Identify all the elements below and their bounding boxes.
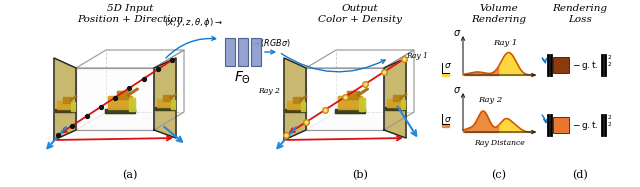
- Text: $^2$: $^2$: [607, 55, 612, 63]
- Polygon shape: [154, 58, 176, 138]
- Polygon shape: [116, 91, 129, 99]
- Polygon shape: [401, 100, 405, 109]
- Polygon shape: [170, 94, 177, 99]
- Polygon shape: [384, 58, 406, 138]
- Polygon shape: [129, 98, 135, 111]
- Polygon shape: [105, 109, 135, 113]
- Text: Output
Color + Density: Output Color + Density: [318, 4, 402, 24]
- Text: Ray 1: Ray 1: [406, 52, 428, 60]
- Text: $F_{\Theta}$: $F_{\Theta}$: [234, 70, 252, 86]
- Bar: [553, 117, 569, 133]
- Text: $_2$: $_2$: [607, 61, 612, 69]
- Polygon shape: [284, 58, 306, 140]
- Text: Ray 2: Ray 2: [258, 87, 280, 95]
- Polygon shape: [285, 109, 305, 112]
- Polygon shape: [287, 101, 303, 109]
- Polygon shape: [335, 109, 365, 113]
- Polygon shape: [442, 73, 449, 76]
- Polygon shape: [127, 88, 139, 96]
- Text: (d): (d): [572, 170, 588, 180]
- Polygon shape: [155, 107, 175, 110]
- Polygon shape: [105, 109, 135, 113]
- Polygon shape: [70, 102, 75, 111]
- Text: Ray 2: Ray 2: [478, 96, 502, 104]
- Polygon shape: [347, 91, 358, 99]
- Text: $(x,y,z,\theta,\phi)\to$: $(x,y,z,\theta,\phi)\to$: [164, 16, 223, 29]
- Polygon shape: [76, 112, 184, 130]
- Polygon shape: [358, 98, 365, 111]
- Polygon shape: [170, 100, 175, 109]
- Text: $_2$: $_2$: [607, 121, 612, 129]
- Polygon shape: [300, 96, 307, 101]
- Polygon shape: [387, 99, 403, 107]
- Polygon shape: [157, 99, 173, 107]
- Polygon shape: [393, 95, 401, 101]
- Text: $\sigma$: $\sigma$: [452, 28, 461, 38]
- Polygon shape: [127, 88, 139, 96]
- Polygon shape: [69, 96, 77, 101]
- Polygon shape: [442, 124, 449, 127]
- Polygon shape: [54, 58, 76, 140]
- Text: 5D Input
Position + Direction: 5D Input Position + Direction: [77, 4, 183, 24]
- Polygon shape: [338, 96, 362, 109]
- Text: (a): (a): [122, 170, 138, 180]
- Polygon shape: [335, 109, 365, 113]
- Polygon shape: [385, 107, 405, 110]
- Text: $^2$: $^2$: [607, 115, 612, 123]
- Polygon shape: [347, 91, 358, 99]
- Polygon shape: [116, 91, 129, 99]
- Text: $\sigma$: $\sigma$: [452, 85, 461, 95]
- Polygon shape: [76, 68, 154, 130]
- Polygon shape: [357, 88, 369, 96]
- Polygon shape: [301, 102, 305, 111]
- Text: Rendering
Loss: Rendering Loss: [552, 4, 607, 24]
- Text: (c): (c): [492, 170, 506, 180]
- Polygon shape: [338, 96, 362, 109]
- Bar: [225, 38, 235, 66]
- Polygon shape: [58, 101, 73, 109]
- Polygon shape: [358, 98, 365, 111]
- Polygon shape: [108, 96, 132, 109]
- Polygon shape: [357, 88, 369, 96]
- Polygon shape: [129, 98, 135, 111]
- Text: Ray Distance: Ray Distance: [474, 139, 524, 147]
- Bar: [553, 57, 569, 73]
- Polygon shape: [55, 109, 75, 112]
- Bar: [251, 38, 261, 66]
- Text: $-\,\mathrm{g.t.}$: $-\,\mathrm{g.t.}$: [572, 119, 598, 131]
- Text: $-\,\mathrm{g.t.}$: $-\,\mathrm{g.t.}$: [572, 59, 598, 71]
- Polygon shape: [78, 70, 152, 128]
- Polygon shape: [308, 70, 382, 128]
- Text: $\sigma$: $\sigma$: [444, 61, 452, 70]
- Polygon shape: [399, 94, 407, 99]
- Text: Volume
Rendering: Volume Rendering: [472, 4, 527, 24]
- Polygon shape: [293, 97, 301, 103]
- Polygon shape: [163, 95, 170, 101]
- Polygon shape: [63, 97, 70, 103]
- Text: $\to(RGB\sigma)$: $\to(RGB\sigma)$: [251, 37, 291, 49]
- Text: $\sigma$: $\sigma$: [444, 114, 452, 123]
- Text: Ray 1: Ray 1: [493, 39, 517, 47]
- Polygon shape: [306, 112, 414, 130]
- Text: (b): (b): [352, 170, 368, 180]
- Bar: [238, 38, 248, 66]
- Polygon shape: [108, 96, 132, 109]
